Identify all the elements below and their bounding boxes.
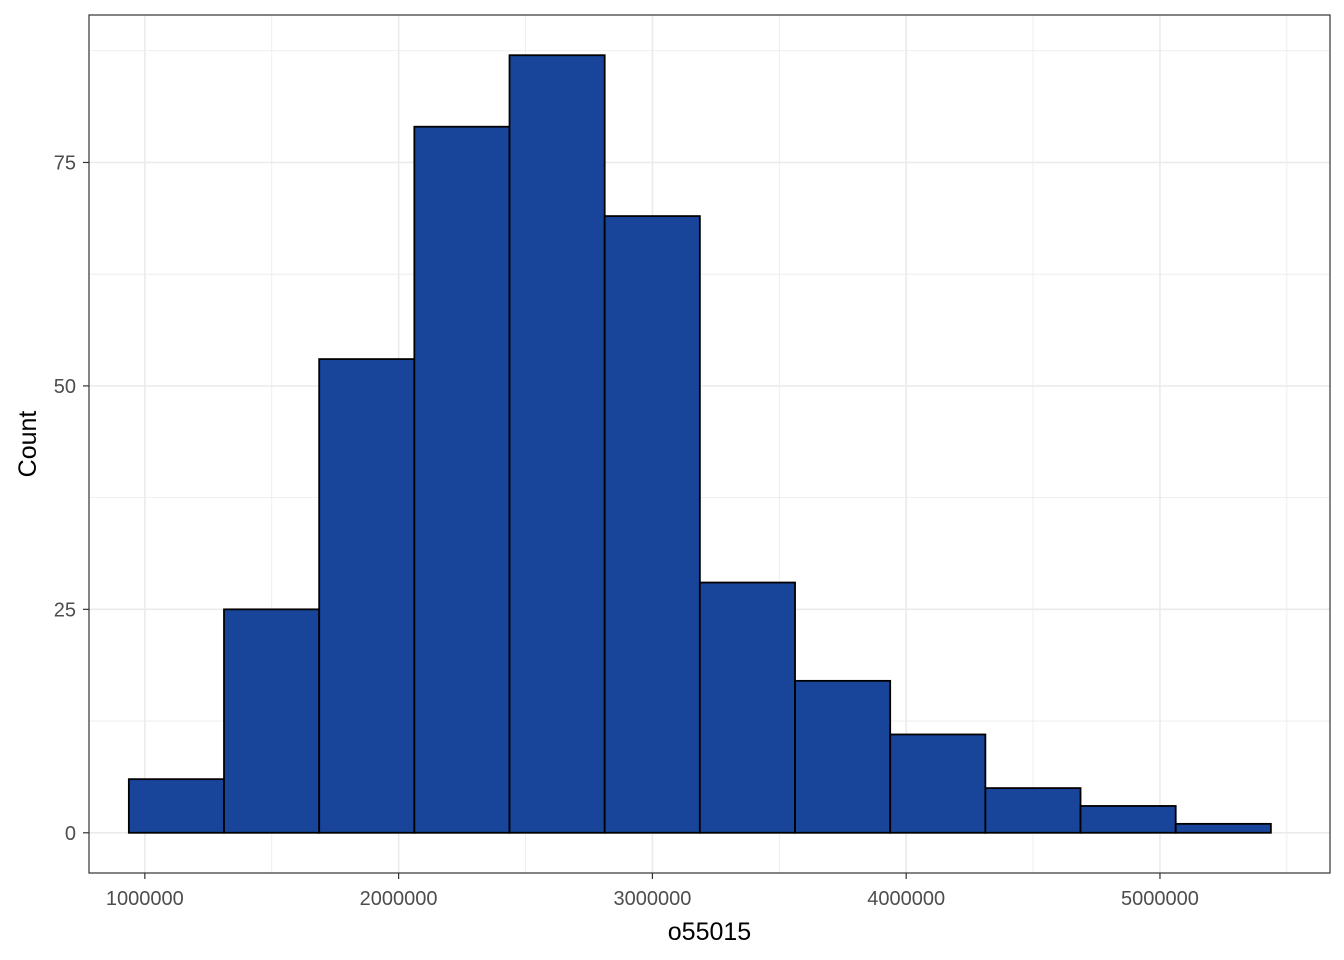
y-tick-label: 0: [65, 823, 76, 845]
histogram-bar: [984, 787, 1082, 834]
histogram-bar: [318, 358, 416, 834]
histogram-bar: [889, 733, 987, 834]
histogram-bar: [1174, 822, 1272, 834]
histogram-bar: [794, 679, 892, 834]
histogram-bar: [127, 778, 225, 834]
histogram-bar: [1079, 805, 1177, 834]
histogram-bar: [508, 54, 606, 834]
y-axis-title: Count: [14, 411, 42, 478]
x-tick-label: 2000000: [360, 888, 438, 910]
x-tick-label: 4000000: [867, 888, 945, 910]
y-tick-label: 75: [54, 152, 76, 174]
x-tick-label: 1000000: [106, 888, 184, 910]
axes: 1000000 2000000 3000000 4000000 5000000 0 25 50…: [54, 152, 1199, 910]
y-tick-label: 25: [54, 599, 76, 621]
y-tick-label: 50: [54, 376, 76, 398]
x-axis-title: o55015: [668, 918, 751, 946]
x-tick-label: 3000000: [613, 888, 691, 910]
panel-border: [88, 14, 1331, 874]
histogram-bars: [127, 54, 1272, 834]
histogram-bar: [413, 125, 511, 834]
x-tick-label: 5000000: [1121, 888, 1199, 910]
histogram-bar: [698, 581, 796, 834]
histogram-bar: [603, 215, 701, 834]
histogram-bar: [223, 608, 321, 834]
